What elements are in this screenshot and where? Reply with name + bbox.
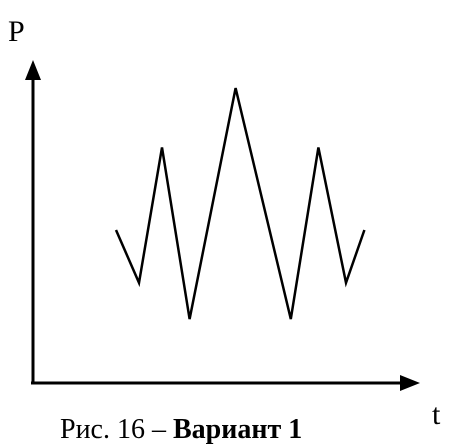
pressure-zigzag-line [114, 87, 366, 320]
figure-caption: Рис. 16 – Вариант 1 [60, 416, 302, 444]
y-axis-arrow-icon [25, 60, 41, 80]
x-axis-label: t [432, 398, 441, 430]
y-axis-label: P [8, 15, 25, 48]
x-axis-arrow-icon [400, 375, 420, 391]
diagram-canvas: P t [8, 15, 441, 430]
